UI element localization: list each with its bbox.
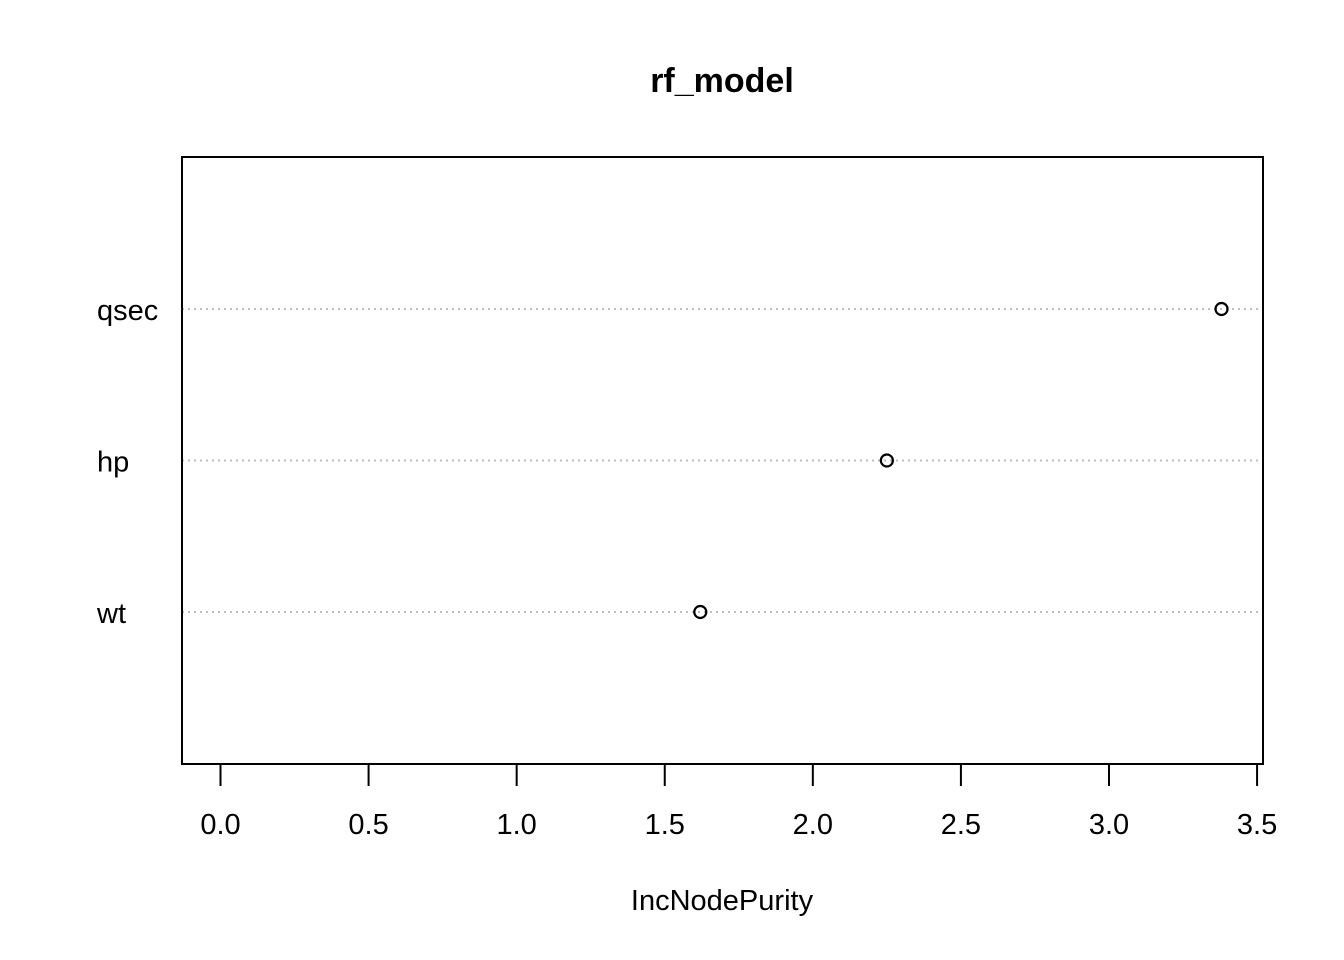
x-tick-label-3: 1.5 [645, 809, 685, 841]
grid-lines [182, 308, 1263, 613]
chart-title: rf_model [650, 62, 794, 100]
data-point-hp [879, 453, 894, 468]
y-tick-label-wt: wt [96, 598, 126, 630]
x-tick-label-6: 3.0 [1089, 809, 1129, 841]
y-tick-label-qsec: qsec [97, 295, 158, 327]
x-tick-label-5: 2.5 [941, 809, 981, 841]
x-tick-label-1: 0.5 [348, 809, 388, 841]
x-tick-label-4: 2.0 [793, 809, 833, 841]
y-tick-labels: qsec hp wt [96, 295, 158, 630]
y-tick-label-hp: hp [97, 447, 129, 479]
x-tick-label-2: 1.0 [497, 809, 537, 841]
x-tick-label-0: 0.0 [200, 809, 240, 841]
x-axis-label: IncNodePurity [631, 885, 814, 917]
x-axis: 0.0 0.5 1.0 1.5 2.0 2.5 3.0 3.5 [200, 763, 1277, 841]
data-point-wt [693, 604, 708, 620]
data-points [693, 301, 1229, 620]
x-tick-label-7: 3.5 [1237, 809, 1277, 841]
data-point-qsec [1214, 301, 1229, 317]
